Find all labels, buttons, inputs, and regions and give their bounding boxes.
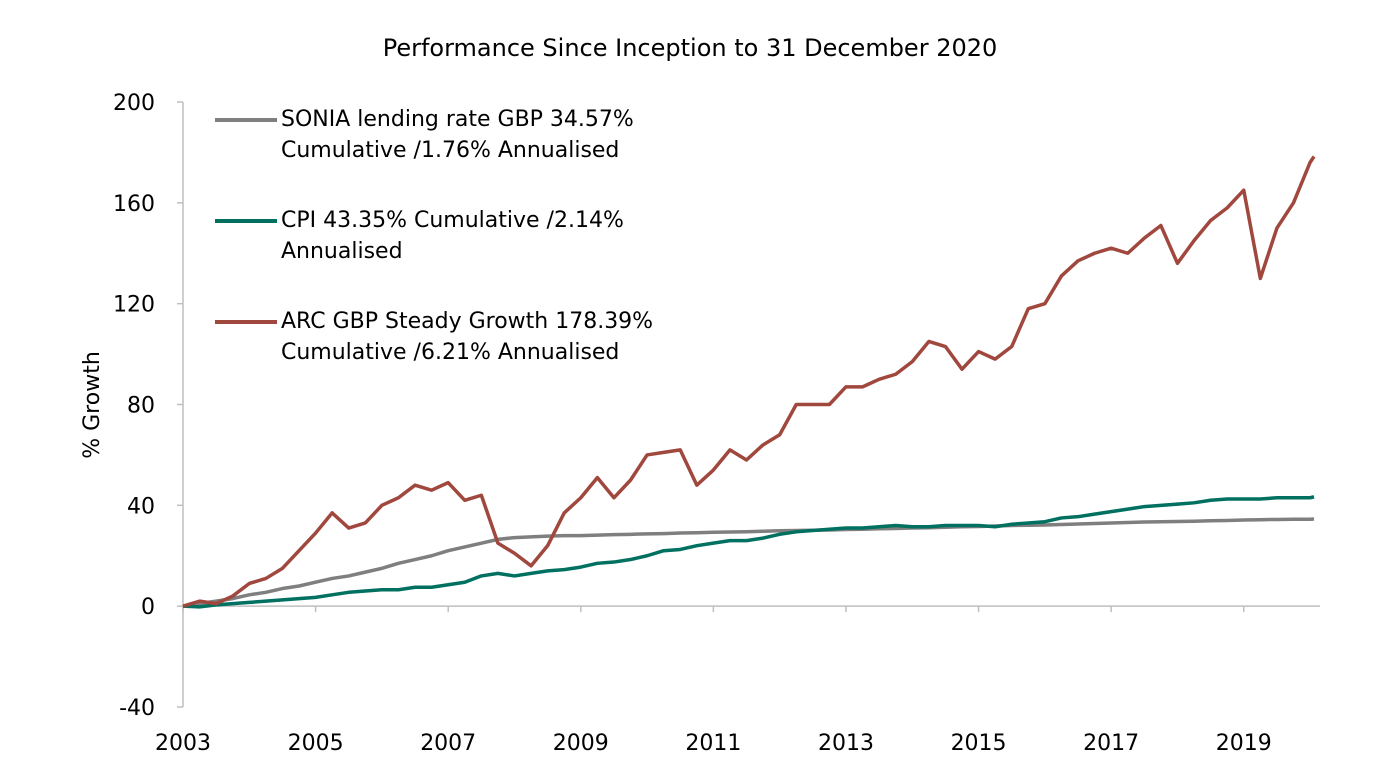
y-axis-label: % Growth [80, 351, 105, 459]
legend-item: SONIA lending rate GBP 34.57% Cumulative… [215, 104, 681, 166]
legend-item: CPI 43.35% Cumulative /2.14% Annualised [215, 205, 681, 267]
y-tick-label: 200 [113, 91, 155, 116]
series-line [182, 155, 1316, 608]
x-tick-label: 2007 [420, 731, 476, 756]
series-line [182, 495, 1315, 609]
y-tick-label: 120 [113, 293, 155, 318]
legend-label: CPI 43.35% Cumulative /2.14% Annualised [281, 208, 624, 264]
x-tick-label: 2015 [951, 731, 1007, 756]
y-tick-label: 0 [141, 595, 155, 620]
y-tick-label: 80 [127, 394, 155, 419]
y-tick-label: -40 [119, 696, 155, 721]
legend: SONIA lending rate GBP 34.57% Cumulative… [215, 104, 681, 407]
legend-swatch [215, 219, 277, 223]
x-tick-label: 2005 [288, 731, 344, 756]
series-line [182, 517, 1315, 608]
legend-swatch [215, 118, 277, 122]
legend-label: ARC GBP Steady Growth 178.39% Cumulative… [281, 309, 654, 365]
x-tick-label: 2019 [1216, 731, 1272, 756]
x-tick-label: 2013 [818, 731, 874, 756]
x-tick-label: 2011 [685, 731, 741, 756]
x-tick-label: 2009 [553, 731, 609, 756]
x-tick-label: 2017 [1083, 731, 1139, 756]
y-tick-label: 160 [113, 192, 155, 217]
legend-label: SONIA lending rate GBP 34.57% Cumulative… [281, 107, 634, 163]
legend-item: ARC GBP Steady Growth 178.39% Cumulative… [215, 306, 681, 368]
y-tick-label: 40 [127, 494, 155, 519]
legend-swatch [215, 320, 277, 324]
chart-title: Performance Since Inception to 31 Decemb… [383, 34, 998, 62]
x-tick-label: 2003 [155, 731, 211, 756]
